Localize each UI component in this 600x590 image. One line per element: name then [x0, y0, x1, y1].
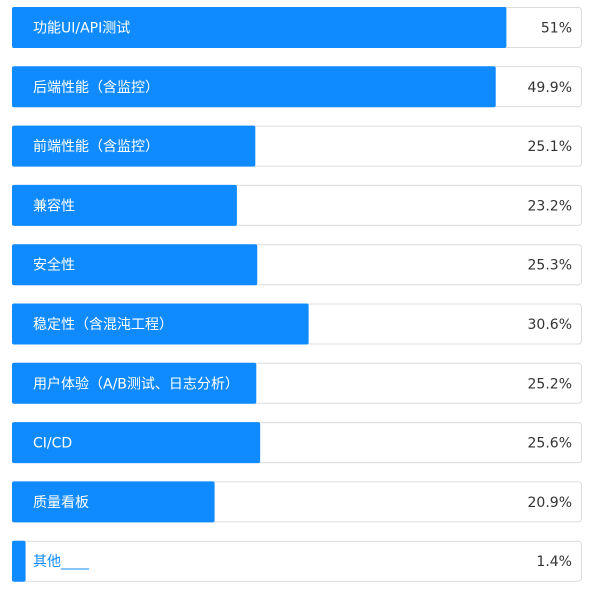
- category-label: 质量看板: [33, 495, 89, 511]
- bar: [12, 184, 237, 226]
- bar: [12, 481, 215, 523]
- category-label: 前端性能（含监控）: [33, 138, 159, 155]
- category-label: 用户体验（A/B测试、日志分析）: [33, 375, 239, 392]
- bar: [12, 7, 507, 48]
- value-label: 25.2%: [528, 376, 572, 392]
- bar: [12, 125, 256, 167]
- category-label: 后端性能（含监控）: [33, 80, 159, 96]
- category-label: 安全性: [33, 257, 75, 274]
- bar: [12, 303, 309, 345]
- value-label: 23.2%: [528, 198, 572, 214]
- bar: [12, 66, 496, 108]
- bar: [12, 244, 258, 286]
- category-label: 功能UI/API测试: [33, 21, 130, 37]
- bar: [12, 362, 257, 404]
- category-label: CI/CD: [33, 436, 72, 452]
- value-label: 25.1%: [528, 139, 572, 155]
- category-label: 兼容性: [33, 197, 75, 214]
- bar: [12, 540, 26, 582]
- category-label: 稳定性（含混沌工程）: [33, 317, 173, 333]
- value-label: 49.9%: [528, 80, 572, 96]
- category-label: 其他____: [33, 554, 90, 570]
- value-label: 51%: [541, 21, 572, 37]
- value-label: 20.9%: [528, 495, 572, 511]
- value-label: 25.6%: [528, 436, 572, 452]
- value-label: 1.4%: [536, 554, 572, 570]
- bar: [12, 422, 261, 464]
- value-label: 30.6%: [528, 317, 572, 333]
- value-label: 25.3%: [528, 258, 572, 274]
- row-box: [12, 540, 582, 582]
